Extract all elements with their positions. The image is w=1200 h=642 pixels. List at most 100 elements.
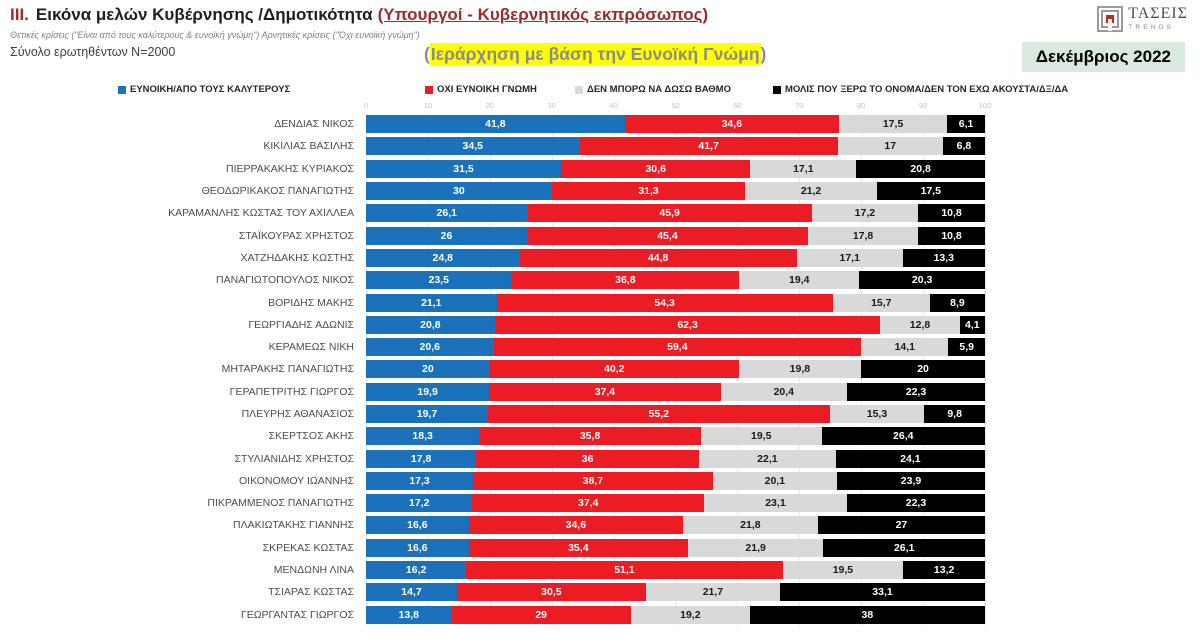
- bar-value-label: 17,8: [852, 229, 874, 242]
- bar-segment-barely-know: 20,8: [856, 159, 985, 178]
- bar-segment-barely-know: 20,3: [859, 271, 985, 290]
- category-label: ΜΗΤΑΡΑΚΗΣ ΠΑΝΑΓΙΩΤΗΣ: [221, 363, 354, 376]
- chart-row: ΣΚΕΡΤΣΟΣ ΑΚΗΣ 18,3 35,8 19,5 26,4: [0, 425, 1200, 447]
- category-label: ΓΕΡΑΠΕΤΡΙΤΗΣ ΓΙΩΡΓΟΣ: [229, 385, 354, 398]
- bar-value-label: 16,2: [405, 564, 427, 577]
- ranking-note-paren-close: ): [760, 44, 767, 64]
- bar-segment-favorable: 17,3: [366, 471, 474, 490]
- category-label: ΘΕΟΔΩΡΙΚΑΚΟΣ ΠΑΝΑΓΙΩΤΗΣ: [201, 185, 354, 198]
- bar-value-label: 30: [453, 185, 465, 198]
- bar-value-label: 21,9: [745, 541, 766, 554]
- bar-value-label: 23,5: [428, 274, 449, 287]
- bar-segment-favorable: 19,7: [366, 405, 488, 423]
- legend-label: ΜΟΛΙΣ ΠΟΥ ΞΕΡΩ ΤΟ ΟΝΟΜΑ/ΔΕΝ ΤΟΝ ΕΧΩ ΑΚΟΥ…: [785, 84, 1069, 95]
- title-text: Εικόνα μελών Κυβέρνησης /Δημοτικότητα: [35, 5, 373, 24]
- bar-value-label: 22,3: [905, 497, 927, 510]
- x-axis-tick: 0: [363, 101, 369, 110]
- bar-segment-barely-know: 26,1: [823, 538, 985, 557]
- bar-segment-barely-know: 27: [817, 516, 985, 535]
- page-title: III. Εικόνα μελών Κυβέρνησης /Δημοτικότητ…: [10, 5, 708, 25]
- bar-segment-unfavorable: 62,3: [494, 315, 881, 334]
- bar-segment-barely-know: 5,9: [948, 338, 985, 357]
- bar-value-label: 37,4: [594, 385, 616, 398]
- bar-track: 19,7 55,2 15,3 9,8: [366, 405, 985, 423]
- bar-value-label: 36,8: [615, 274, 636, 287]
- bar-segment-favorable: 20,8: [366, 315, 495, 334]
- bar-segment-cannot-rate: 21,8: [682, 516, 818, 535]
- bar-value-label: 22,3: [905, 385, 927, 398]
- bar-segment-cannot-rate: 22,1: [699, 449, 836, 468]
- bar-value-label: 19,4: [789, 274, 810, 287]
- bar-value-label: 34,6: [721, 118, 743, 131]
- bar-track: 18,3 35,8 19,5 26,4: [366, 427, 985, 446]
- bar-track: 19,9 37,4 20,4 22,3: [366, 382, 985, 401]
- category-label: ΚΕΡΑΜΕΩΣ ΝΙΚΗ: [268, 341, 354, 354]
- bar-value-label: 24,1: [900, 452, 921, 465]
- stacked-bar-chart: 0 10 20 30 40 50 60 70 80 90 100 ΔΕΝΔΙΑΣ ΝΙΚΟΣ 41,8…: [0, 99, 1200, 626]
- chart-row: ΒΟΡΙΔΗΣ ΜΑΚΗΣ 21,1 54,3 15,7 8,9: [0, 291, 1200, 313]
- bar-track: 16,6 35,4 21,9 26,1: [366, 538, 985, 557]
- category-label: ΣΚΕΡΤΣΟΣ ΑΚΗΣ: [268, 430, 354, 443]
- bar-segment-cannot-rate: 19,4: [739, 271, 860, 290]
- bar-track: 21,1 54,3 15,7 8,9: [366, 293, 985, 312]
- bar-segment-unfavorable: 54,3: [496, 293, 833, 312]
- bar-value-label: 21,2: [800, 185, 822, 198]
- x-axis-tick: 30: [547, 101, 556, 110]
- sample-size-note: Σύνολο ερωτηθέντων Ν=2000: [10, 45, 176, 59]
- bar-segment-barely-know: 6,1: [947, 115, 985, 134]
- bar-value-label: 19,8: [789, 363, 811, 376]
- bar-track: 23,5 36,8 19,4 20,3: [366, 271, 985, 290]
- legend-item-cannot-rate: ΔΕΝ ΜΠΟΡΩ ΝΑ ΔΩΣΩ ΒΑΘΜΟ: [575, 84, 731, 95]
- bar-segment-barely-know: 20: [861, 360, 985, 379]
- taseis-logo: ΤΑΣΕΙΣ TRENDS: [1097, 6, 1188, 32]
- bar-segment-barely-know: 8,9: [929, 293, 985, 312]
- bar-value-label: 30,6: [645, 162, 666, 175]
- bar-segment-unfavorable: 35,8: [479, 427, 701, 446]
- x-axis-tick: 100: [978, 101, 992, 110]
- category-label: ΓΕΩΡΓΙΑΔΗΣ ΑΔΩΝΙΣ: [248, 318, 354, 331]
- category-label: ΒΟΡΙΔΗΣ ΜΑΚΗΣ: [268, 296, 354, 309]
- bar-segment-favorable: 20,6: [366, 338, 494, 357]
- chart-row: ΓΕΩΡΓΑΝΤΑΣ ΓΙΩΡΓΟΣ 13,8 29 19,2 38: [0, 604, 1200, 626]
- bar-value-label: 12,8: [909, 318, 931, 331]
- category-label: ΜΕΝΔΩΝΗ ΛΙΝΑ: [273, 564, 354, 577]
- chart-row: ΣΚΡΕΚΑΣ ΚΩΣΤΑΣ 16,6 35,4 21,9 26,1: [0, 537, 1200, 559]
- bar-value-label: 44,8: [647, 251, 669, 264]
- legend-label: ΔΕΝ ΜΠΟΡΩ ΝΑ ΔΩΣΩ ΒΑΘΜΟ: [587, 84, 731, 95]
- bar-segment-barely-know: 6,8: [942, 137, 985, 156]
- bar-segment-cannot-rate: 21,9: [687, 538, 824, 557]
- bar-value-label: 45,4: [657, 229, 678, 242]
- bar-segment-unfavorable: 37,4: [489, 382, 721, 401]
- bar-segment-cannot-rate: 17,1: [796, 248, 903, 267]
- bar-segment-favorable: 20: [366, 360, 490, 379]
- x-axis: 0 10 20 30 40 50 60 70 80 90 100: [363, 99, 991, 113]
- chart-row: ΓΕΡΑΠΕΤΡΙΤΗΣ ΓΙΩΡΓΟΣ 19,9 37,4 20,4 22,3: [0, 381, 1200, 403]
- bar-value-label: 40,2: [603, 363, 625, 376]
- x-axis-tick: 80: [857, 101, 866, 110]
- bar-segment-unfavorable: 38,7: [473, 471, 713, 490]
- x-axis-tick: 40: [609, 101, 618, 110]
- bar-segment-barely-know: 17,5: [876, 182, 985, 201]
- bar-track: 26,1 45,9 17,2 10,8: [366, 204, 985, 223]
- bar-segment-cannot-rate: 20,4: [720, 382, 847, 401]
- category-label: ΠΙΕΡΡΑΚΑΚΗΣ ΚΥΡΙΑΚΟΣ: [225, 162, 354, 175]
- bar-segment-barely-know: 10,8: [918, 204, 985, 223]
- chart-row: ΚΕΡΑΜΕΩΣ ΝΙΚΗ 20,6 59,4 14,1 5,9: [0, 336, 1200, 358]
- chart-row: ΓΕΩΡΓΙΑΔΗΣ ΑΔΩΝΙΣ 20,8 62,3 12,8 4,1: [0, 314, 1200, 336]
- category-label: ΠΛΑΚΙΩΤΑΚΗΣ ΓΙΑΝΝΗΣ: [233, 519, 354, 532]
- bar-segment-unfavorable: 40,2: [489, 360, 739, 379]
- bar-value-label: 10,8: [941, 207, 962, 220]
- bar-segment-unfavorable: 45,4: [526, 226, 808, 245]
- bar-value-label: 41,7: [698, 140, 719, 153]
- chart-row: ΚΑΡΑΜΑΝΛΗΣ ΚΩΣΤΑΣ ΤΟΥ ΑΧΙΛΛΕΑ 26,1 45,9 17,…: [0, 202, 1200, 224]
- legend-swatch-cannot-rate: [575, 85, 583, 94]
- bar-segment-favorable: 13,8: [366, 605, 452, 624]
- bar-segment-favorable: 23,5: [366, 271, 512, 290]
- bar-value-label: 38,7: [582, 474, 604, 487]
- bar-value-label: 8,9: [950, 296, 965, 309]
- bar-value-label: 26: [440, 229, 453, 242]
- bar-segment-favorable: 16,6: [366, 516, 469, 535]
- bar-segment-favorable: 14,7: [366, 583, 457, 602]
- bar-value-label: 17,2: [409, 497, 430, 510]
- bar-value-label: 5,9: [959, 341, 974, 354]
